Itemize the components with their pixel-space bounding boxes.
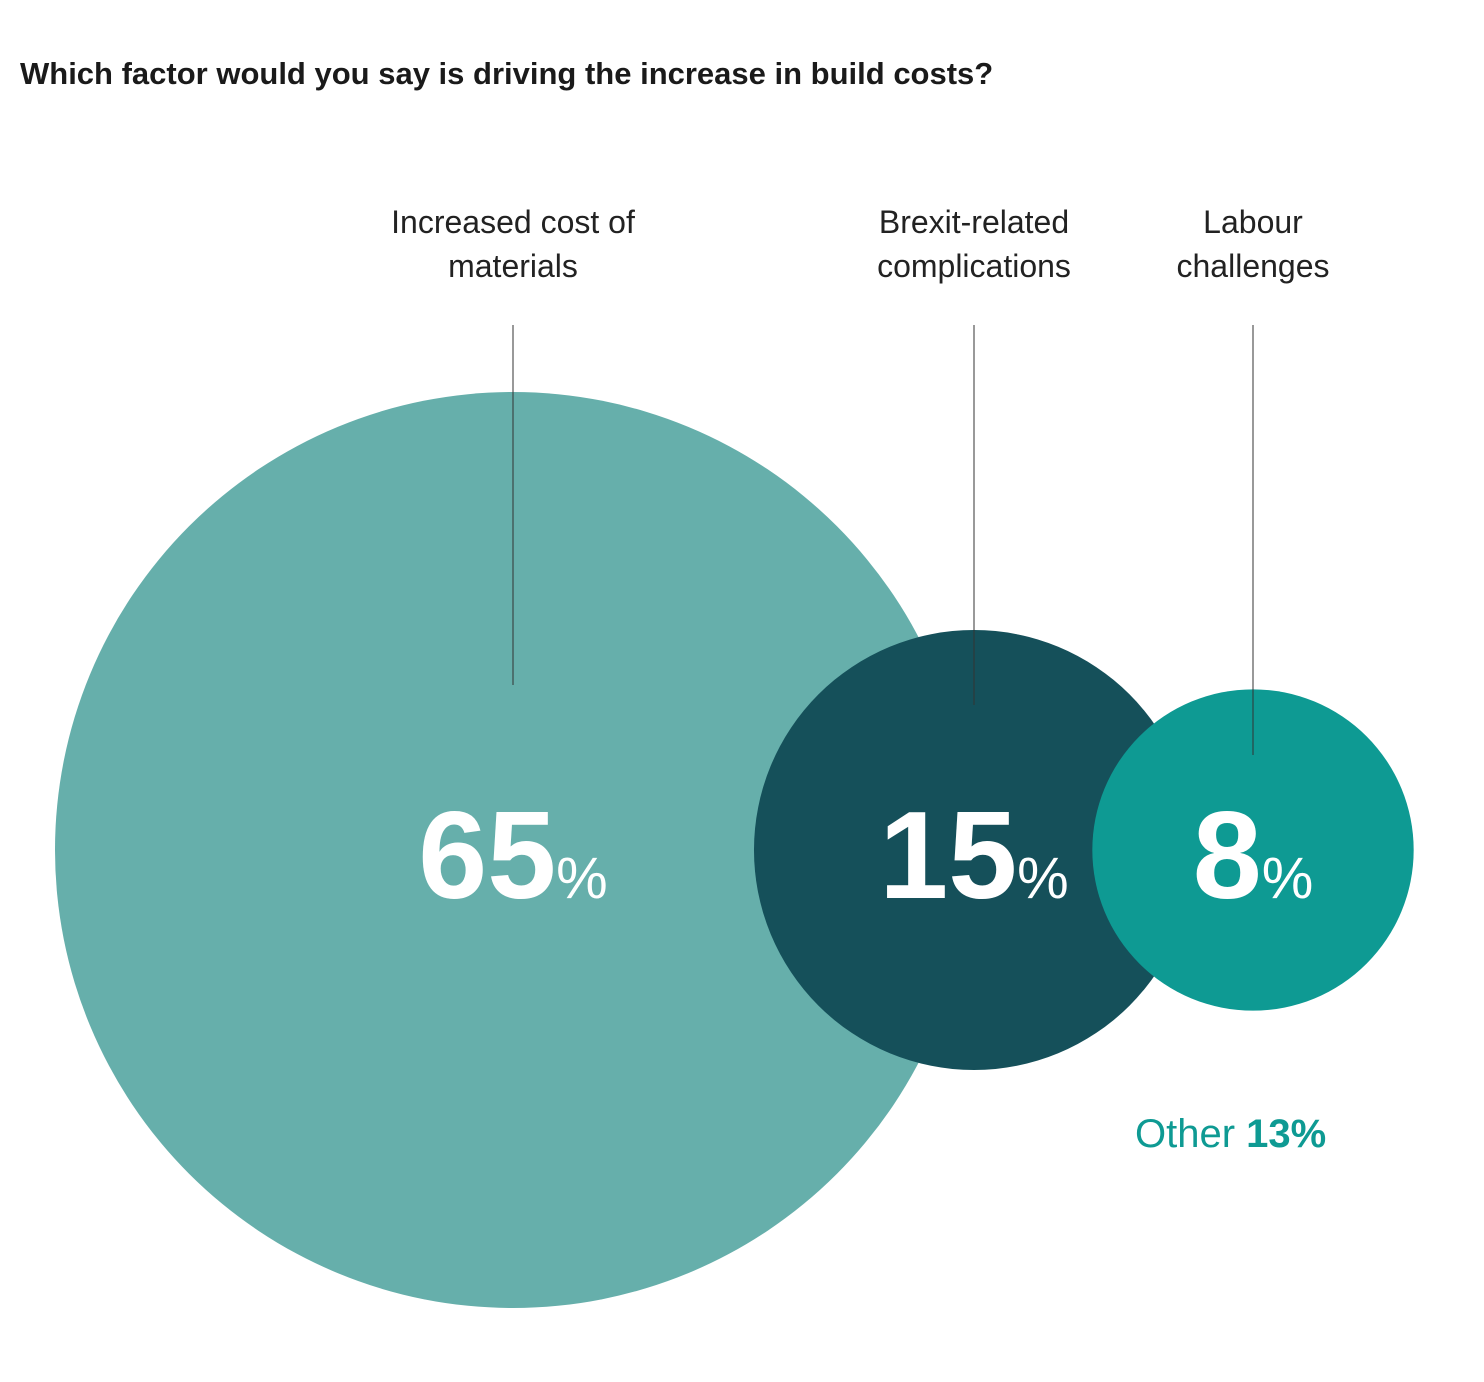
other-annotation: Other 13% bbox=[1135, 1112, 1326, 1157]
bubble bbox=[1092, 689, 1414, 1011]
bubble bbox=[753, 629, 1195, 1071]
category-label: Brexit-related complications bbox=[877, 204, 1071, 284]
value-label: 15% bbox=[879, 787, 1069, 925]
other-value: 13% bbox=[1246, 1112, 1327, 1156]
bubble bbox=[55, 392, 971, 1308]
value-label: 8% bbox=[1193, 787, 1314, 925]
category-label: Increased cost of materials bbox=[391, 204, 635, 284]
other-label: Other bbox=[1135, 1112, 1236, 1156]
value-label: 65% bbox=[418, 787, 608, 925]
chart-title: Which factor would you say is driving th… bbox=[20, 56, 994, 91]
category-label: Labour challenges bbox=[1176, 204, 1330, 284]
